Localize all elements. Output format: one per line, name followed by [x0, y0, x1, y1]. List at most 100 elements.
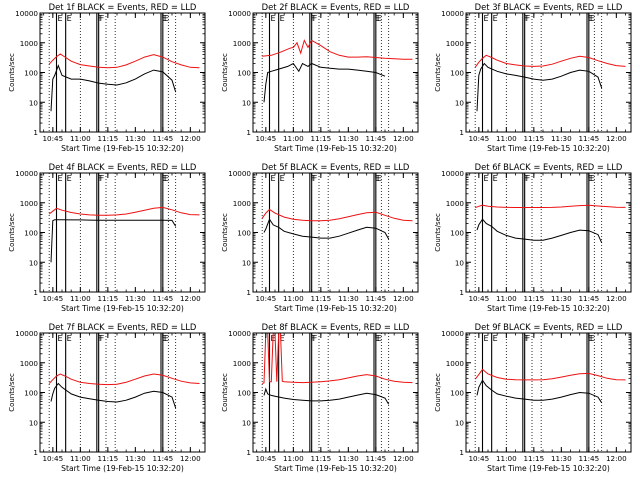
- x-tick-label: 11:45: [365, 454, 386, 463]
- marker-label: E: [280, 334, 285, 343]
- y-tick-label: 1: [459, 128, 464, 137]
- y-tick-label: 1000: [20, 359, 39, 368]
- y-tick-label: 100: [24, 69, 38, 78]
- y-tick-label: 1: [33, 448, 38, 457]
- marker-label: F: [526, 334, 531, 343]
- marker-label: F: [524, 334, 529, 343]
- y-axis-label: Counts/sec: [8, 213, 16, 252]
- y-tick-label: 10000: [441, 169, 464, 178]
- x-axis-label: Start Time (19-Feb-15 10:32:20): [61, 464, 184, 473]
- x-axis-label: Start Time (19-Feb-15 10:32:20): [274, 144, 397, 153]
- marker-label: E: [484, 174, 489, 183]
- x-tick-label: 11:30: [125, 294, 146, 303]
- x-tick-label: 11:45: [578, 454, 599, 463]
- x-tick-label: 11:45: [578, 134, 599, 143]
- x-tick-label: 11:15: [310, 294, 331, 303]
- x-tick-label: 12:00: [180, 454, 201, 463]
- x-tick-label: 11:45: [578, 294, 599, 303]
- y-tick-label: 1: [246, 288, 251, 297]
- y-tick-label: 1000: [446, 39, 465, 48]
- marker-label: E: [493, 174, 498, 183]
- x-tick-label: 10:45: [255, 294, 276, 303]
- panel-title: Det 3f BLACK = Events, RED = LLD: [475, 2, 623, 12]
- y-axis-label: Counts/sec: [221, 213, 229, 252]
- panel-title: Det 7f BLACK = Events, RED = LLD: [49, 322, 197, 332]
- y-tick-label: 100: [24, 389, 38, 398]
- y-tick-label: 10000: [441, 329, 464, 338]
- x-tick-label: 11:30: [551, 454, 572, 463]
- x-tick-label: 11:00: [70, 294, 91, 303]
- marker-label: E: [67, 334, 72, 343]
- x-axis-label: Start Time (19-Feb-15 10:32:20): [274, 464, 397, 473]
- marker-label: F: [524, 14, 529, 23]
- y-tick-label: 10: [29, 258, 39, 267]
- x-tick-label: 11:00: [283, 134, 304, 143]
- y-tick-label: 1: [33, 288, 38, 297]
- y-tick-label: 100: [237, 389, 251, 398]
- y-tick-label: 10: [455, 258, 465, 267]
- series-events-line: [476, 218, 603, 244]
- marker-label: E: [280, 14, 285, 23]
- series-lld-line: [474, 368, 626, 381]
- plot-frame: [252, 12, 419, 133]
- x-tick-label: 11:45: [152, 454, 173, 463]
- x-tick-label: 11:15: [310, 134, 331, 143]
- plot-frame: [39, 12, 206, 133]
- x-axis-label: Start Time (19-Feb-15 10:32:20): [487, 304, 610, 313]
- panel-title: Det 2f BLACK = Events, RED = LLD: [262, 2, 410, 12]
- x-tick-label: 11:15: [523, 454, 544, 463]
- y-axis-label: Counts/sec: [434, 53, 442, 92]
- marker-label: E: [590, 14, 595, 23]
- x-tick-label: 11:15: [97, 294, 118, 303]
- x-tick-label: 11:00: [283, 294, 304, 303]
- marker-label: E: [590, 174, 595, 183]
- y-axis-label: Counts/sec: [221, 373, 229, 412]
- x-tick-label: 11:00: [283, 454, 304, 463]
- series-lld-line: [475, 204, 626, 209]
- series-events-line: [50, 219, 177, 263]
- x-tick-label: 12:00: [606, 134, 627, 143]
- y-tick-label: 100: [450, 69, 464, 78]
- x-axis-label: Start Time (19-Feb-15 10:32:20): [61, 304, 184, 313]
- marker-label: F: [311, 174, 316, 183]
- series-lld-line: [262, 332, 413, 384]
- y-axis-label: Counts/sec: [221, 53, 229, 92]
- marker-label: E: [162, 174, 167, 183]
- y-tick-label: 10000: [15, 9, 38, 18]
- marker-label: F: [313, 14, 318, 23]
- x-tick-label: 11:45: [152, 294, 173, 303]
- marker-label: E: [164, 334, 169, 343]
- y-tick-label: 10: [242, 98, 252, 107]
- x-tick-label: 12:00: [606, 454, 627, 463]
- marker-label: F: [100, 334, 105, 343]
- x-tick-label: 10:45: [468, 294, 489, 303]
- series-events-line: [263, 387, 390, 405]
- plot-frame: [39, 332, 206, 453]
- y-tick-label: 1: [459, 288, 464, 297]
- y-tick-label: 10: [29, 98, 39, 107]
- x-tick-label: 10:45: [42, 454, 63, 463]
- x-tick-label: 11:15: [523, 134, 544, 143]
- y-tick-label: 10: [242, 418, 252, 427]
- x-tick-label: 11:30: [338, 134, 359, 143]
- x-tick-label: 12:00: [393, 134, 414, 143]
- x-tick-label: 11:15: [97, 134, 118, 143]
- x-tick-label: 11:30: [338, 454, 359, 463]
- marker-label: E: [375, 14, 380, 23]
- x-tick-label: 12:00: [180, 134, 201, 143]
- y-tick-label: 10: [242, 258, 252, 267]
- x-tick-label: 11:45: [365, 294, 386, 303]
- y-tick-label: 100: [237, 69, 251, 78]
- series-events-line: [50, 64, 177, 112]
- y-tick-label: 1000: [233, 39, 252, 48]
- x-tick-label: 11:15: [97, 454, 118, 463]
- series-lld-line: [261, 208, 413, 222]
- x-tick-label: 10:45: [42, 294, 63, 303]
- marker-label: E: [162, 334, 167, 343]
- x-tick-label: 10:45: [468, 454, 489, 463]
- panel-title: Det 5f BLACK = Events, RED = LLD: [262, 162, 410, 172]
